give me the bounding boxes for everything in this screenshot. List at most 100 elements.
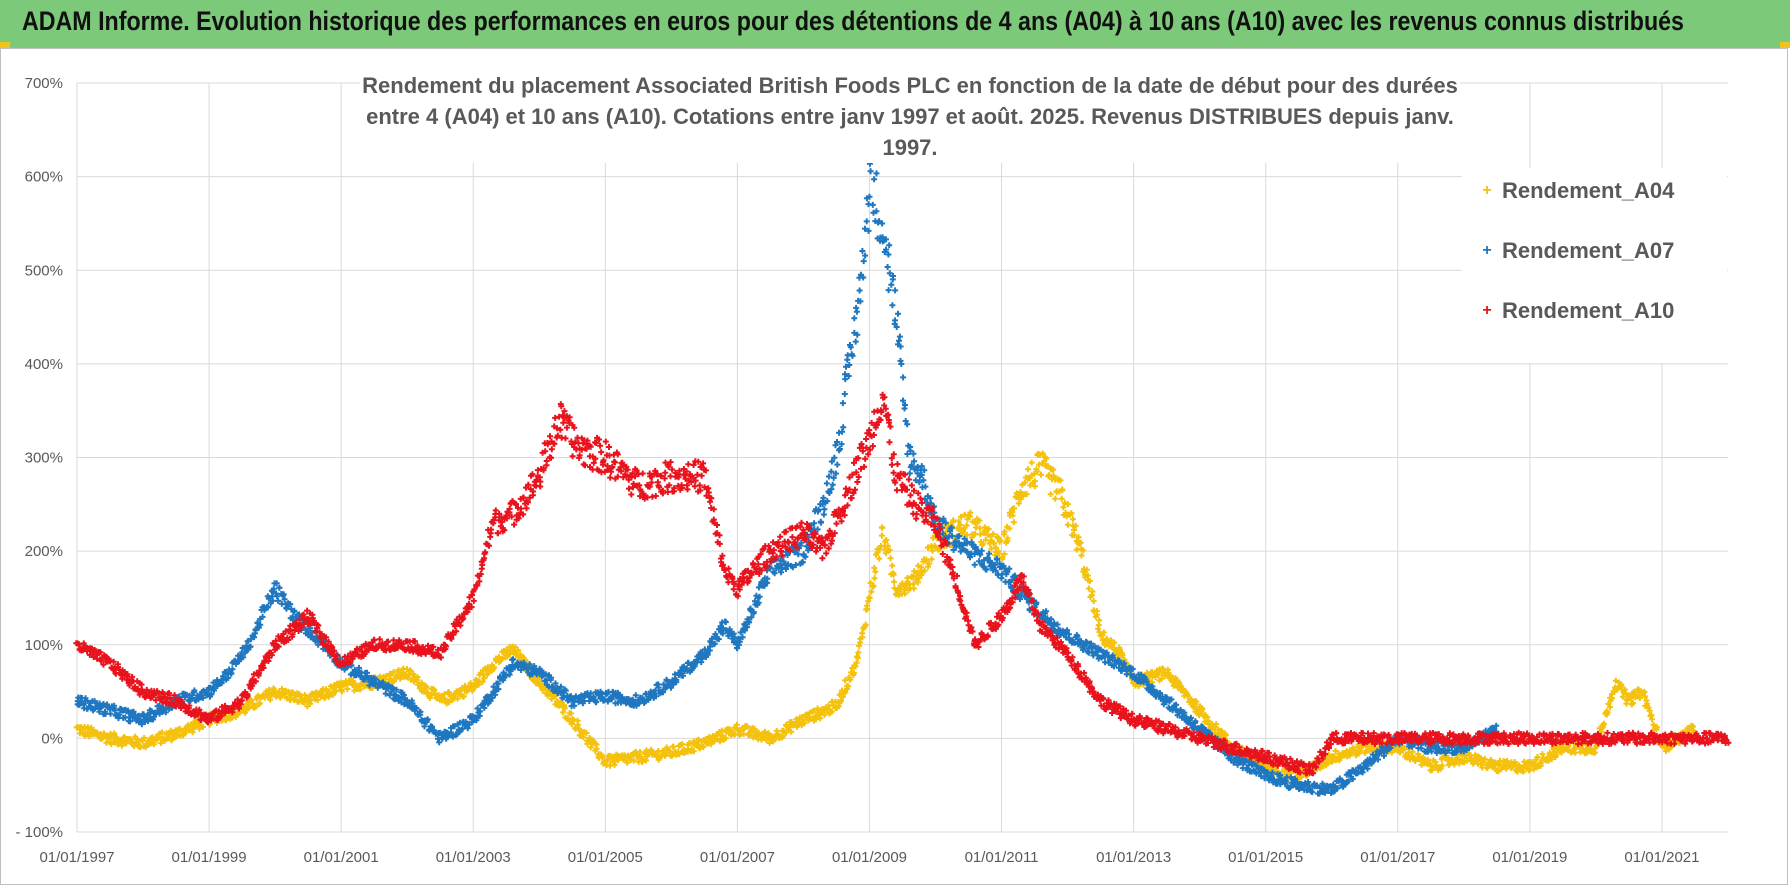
data-point xyxy=(743,723,750,730)
data-point xyxy=(404,666,410,673)
data-point xyxy=(892,287,899,294)
data-point xyxy=(537,483,544,490)
data-point xyxy=(903,582,910,589)
data-point xyxy=(426,695,433,702)
data-point xyxy=(957,521,964,528)
data-point xyxy=(599,754,606,760)
data-point xyxy=(423,684,430,691)
data-point xyxy=(606,444,612,450)
data-point xyxy=(515,647,522,654)
data-point xyxy=(507,651,513,657)
data-point xyxy=(1095,622,1102,629)
data-point xyxy=(1017,489,1024,495)
data-point xyxy=(1085,585,1092,592)
header-corner-right xyxy=(1780,42,1790,48)
data-point xyxy=(889,302,896,309)
data-point xyxy=(559,709,566,716)
data-point xyxy=(1068,510,1075,517)
data-point xyxy=(876,546,883,553)
data-point xyxy=(928,556,935,563)
data-point xyxy=(1084,572,1091,579)
data-point xyxy=(1021,479,1028,486)
data-point xyxy=(878,532,885,539)
data-point xyxy=(338,688,345,695)
data-point xyxy=(445,689,452,696)
data-point xyxy=(157,740,164,747)
data-point xyxy=(842,689,849,696)
data-point xyxy=(936,546,943,553)
data-point xyxy=(314,697,321,704)
data-point xyxy=(850,670,857,676)
data-point xyxy=(871,176,878,183)
data-point xyxy=(607,474,614,481)
data-point xyxy=(869,201,876,208)
data-point xyxy=(722,735,729,742)
data-point xyxy=(963,522,970,529)
data-point xyxy=(866,595,873,602)
data-point xyxy=(901,405,908,412)
data-point xyxy=(1039,450,1046,457)
data-point xyxy=(921,567,928,574)
data-point xyxy=(851,315,858,322)
data-point xyxy=(698,472,705,479)
data-point xyxy=(1111,639,1118,646)
data-point xyxy=(894,461,901,468)
data-point xyxy=(761,728,768,735)
data-point xyxy=(676,751,683,758)
data-point xyxy=(1011,505,1018,512)
data-point xyxy=(997,537,1004,544)
data-point xyxy=(1071,532,1078,539)
data-point xyxy=(961,511,968,518)
data-point xyxy=(481,675,488,682)
data-point xyxy=(892,317,898,324)
data-point xyxy=(889,276,896,283)
data-point xyxy=(823,480,830,487)
data-point xyxy=(870,582,877,589)
data-point xyxy=(1093,611,1100,618)
data-point xyxy=(1100,629,1107,636)
data-point xyxy=(918,564,925,571)
data-point xyxy=(801,720,808,727)
data-point xyxy=(990,540,997,547)
data-point xyxy=(895,310,901,317)
data-point xyxy=(1038,471,1044,478)
header-bar: ADAM Informe. Evolution historique des p… xyxy=(0,0,1790,48)
data-point xyxy=(854,654,861,661)
data-point xyxy=(624,759,631,766)
data-point xyxy=(330,691,337,698)
data-point xyxy=(1193,698,1200,705)
data-point xyxy=(685,461,692,468)
data-point xyxy=(788,728,795,735)
data-point xyxy=(1001,528,1008,535)
data-point xyxy=(853,659,860,666)
data-point xyxy=(779,733,786,740)
data-point xyxy=(999,554,1006,561)
data-point xyxy=(344,686,351,692)
data-point xyxy=(896,333,903,340)
data-point xyxy=(562,435,569,442)
data-point xyxy=(418,680,425,687)
data-point xyxy=(695,736,702,743)
data-point xyxy=(863,218,870,225)
data-point xyxy=(971,561,978,568)
data-point xyxy=(414,674,421,680)
data-point xyxy=(1050,472,1057,479)
data-point xyxy=(1070,516,1076,523)
data-point xyxy=(593,745,600,752)
data-point xyxy=(884,264,891,270)
data-point xyxy=(819,555,826,562)
data-point xyxy=(1078,552,1085,559)
data-point xyxy=(460,693,467,700)
data-point xyxy=(910,585,917,592)
data-point xyxy=(166,731,173,738)
data-point xyxy=(886,242,893,249)
data-point xyxy=(889,562,896,569)
data-point xyxy=(852,663,859,670)
data-point xyxy=(1050,466,1057,473)
data-point xyxy=(891,578,898,585)
data-point xyxy=(929,547,936,554)
data-point xyxy=(1199,706,1206,713)
data-point xyxy=(679,741,686,748)
data-point xyxy=(982,536,989,543)
